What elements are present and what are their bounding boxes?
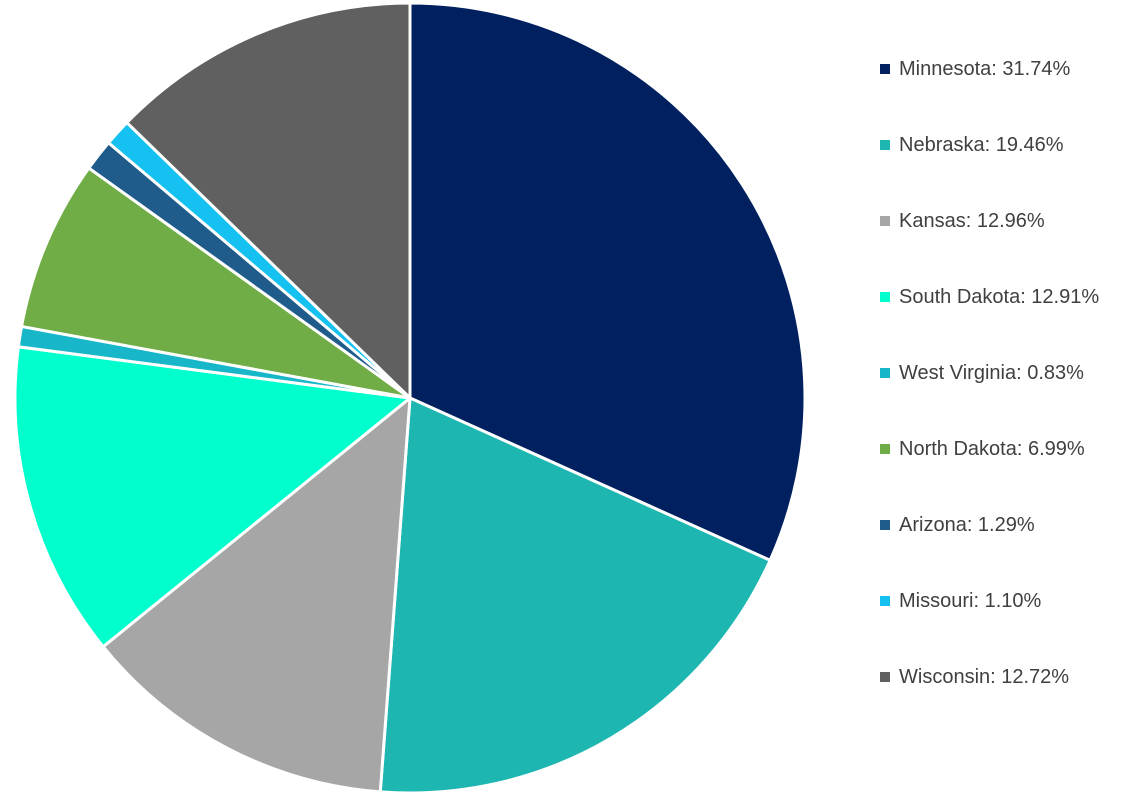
legend-swatch [880,520,890,530]
legend-swatch [880,64,890,74]
legend-label: Minnesota: 31.74% [899,58,1071,80]
legend-label: Arizona: 1.29% [899,514,1035,536]
legend-item-west-virginia: West Virginia: 0.83% [880,359,1099,435]
legend-label: North Dakota: 6.99% [899,438,1085,460]
legend-label: South Dakota: 12.91% [899,286,1100,308]
legend-swatch [880,596,890,606]
legend-item-minnesota: Minnesota: 31.74% [880,55,1099,131]
legend-item-missouri: Missouri: 1.10% [880,587,1099,663]
pie-slice-minnesota [408,1,807,562]
legend-swatch [880,140,890,150]
pie-slice-south-dakota [13,345,412,649]
legend-label: Nebraska: 19.46% [899,134,1064,156]
legend-swatch [880,216,890,226]
pie-slice-wisconsin [125,1,412,400]
pie-slice-kansas [101,396,412,794]
legend-item-arizona: Arizona: 1.29% [880,511,1099,587]
legend-swatch [880,672,890,682]
legend-swatch [880,292,890,302]
legend-item-nebraska: Nebraska: 19.46% [880,131,1099,207]
legend-item-north-dakota: North Dakota: 6.99% [880,435,1099,511]
legend-item-kansas: Kansas: 12.96% [880,207,1099,283]
pie-slice-nebraska [378,396,772,795]
pie-chart-plot [13,1,807,795]
chart-legend: Minnesota: 31.74% Nebraska: 19.46% Kansas:… [880,55,1099,739]
pie-slice-north-dakota [20,166,412,400]
legend-label: Kansas: 12.96% [899,210,1045,232]
legend-swatch [880,444,890,454]
legend-item-south-dakota: South Dakota: 12.91% [880,283,1099,359]
legend-item-wisconsin: Wisconsin: 12.72% [880,663,1099,739]
legend-swatch [880,368,890,378]
legend-label: Missouri: 1.10% [899,590,1042,612]
legend-label: Wisconsin: 12.72% [899,666,1070,688]
legend-label: West Virginia: 0.83% [899,362,1084,384]
